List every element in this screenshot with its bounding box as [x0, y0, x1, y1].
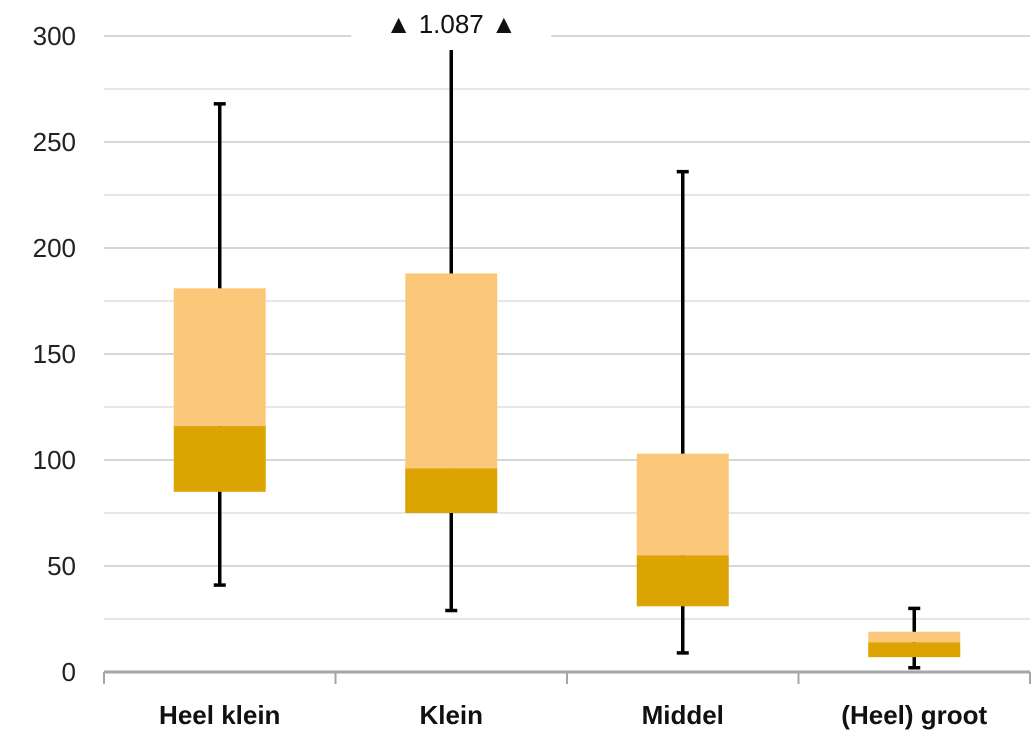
x-tick-label: Middel: [642, 700, 724, 730]
annotation-background: [351, 4, 552, 44]
y-tick-label: 150: [33, 339, 76, 369]
box-layer: [173, 50, 961, 670]
y-tick-label: 0: [62, 657, 76, 687]
box-lower-quartile: [868, 642, 961, 658]
box-upper-quartile: [868, 631, 961, 643]
box-lower-quartile: [173, 426, 266, 492]
axis-layer: 0 50 100 150 200 250 300 Heel klein Klein Middel (…: [33, 21, 1031, 730]
y-tick-label: 100: [33, 445, 76, 475]
x-tick-label: Heel klein: [159, 700, 280, 730]
x-tick-label: (Heel) groot: [841, 700, 987, 730]
y-tick-label: 50: [47, 551, 76, 581]
y-tick-label: 300: [33, 21, 76, 51]
x-tick-label: Klein: [419, 700, 483, 730]
max-value-annotation: ▲ 1.087 ▲: [386, 9, 517, 39]
y-tick-label: 200: [33, 233, 76, 263]
box-lower-quartile: [636, 555, 729, 607]
box-upper-quartile: [173, 288, 266, 427]
label-layer: ▲ 1.087 ▲: [351, 4, 552, 44]
box-upper-quartile: [405, 273, 498, 469]
box-upper-quartile: [636, 453, 729, 556]
box-lower-quartile: [405, 468, 498, 513]
y-tick-label: 250: [33, 127, 76, 157]
